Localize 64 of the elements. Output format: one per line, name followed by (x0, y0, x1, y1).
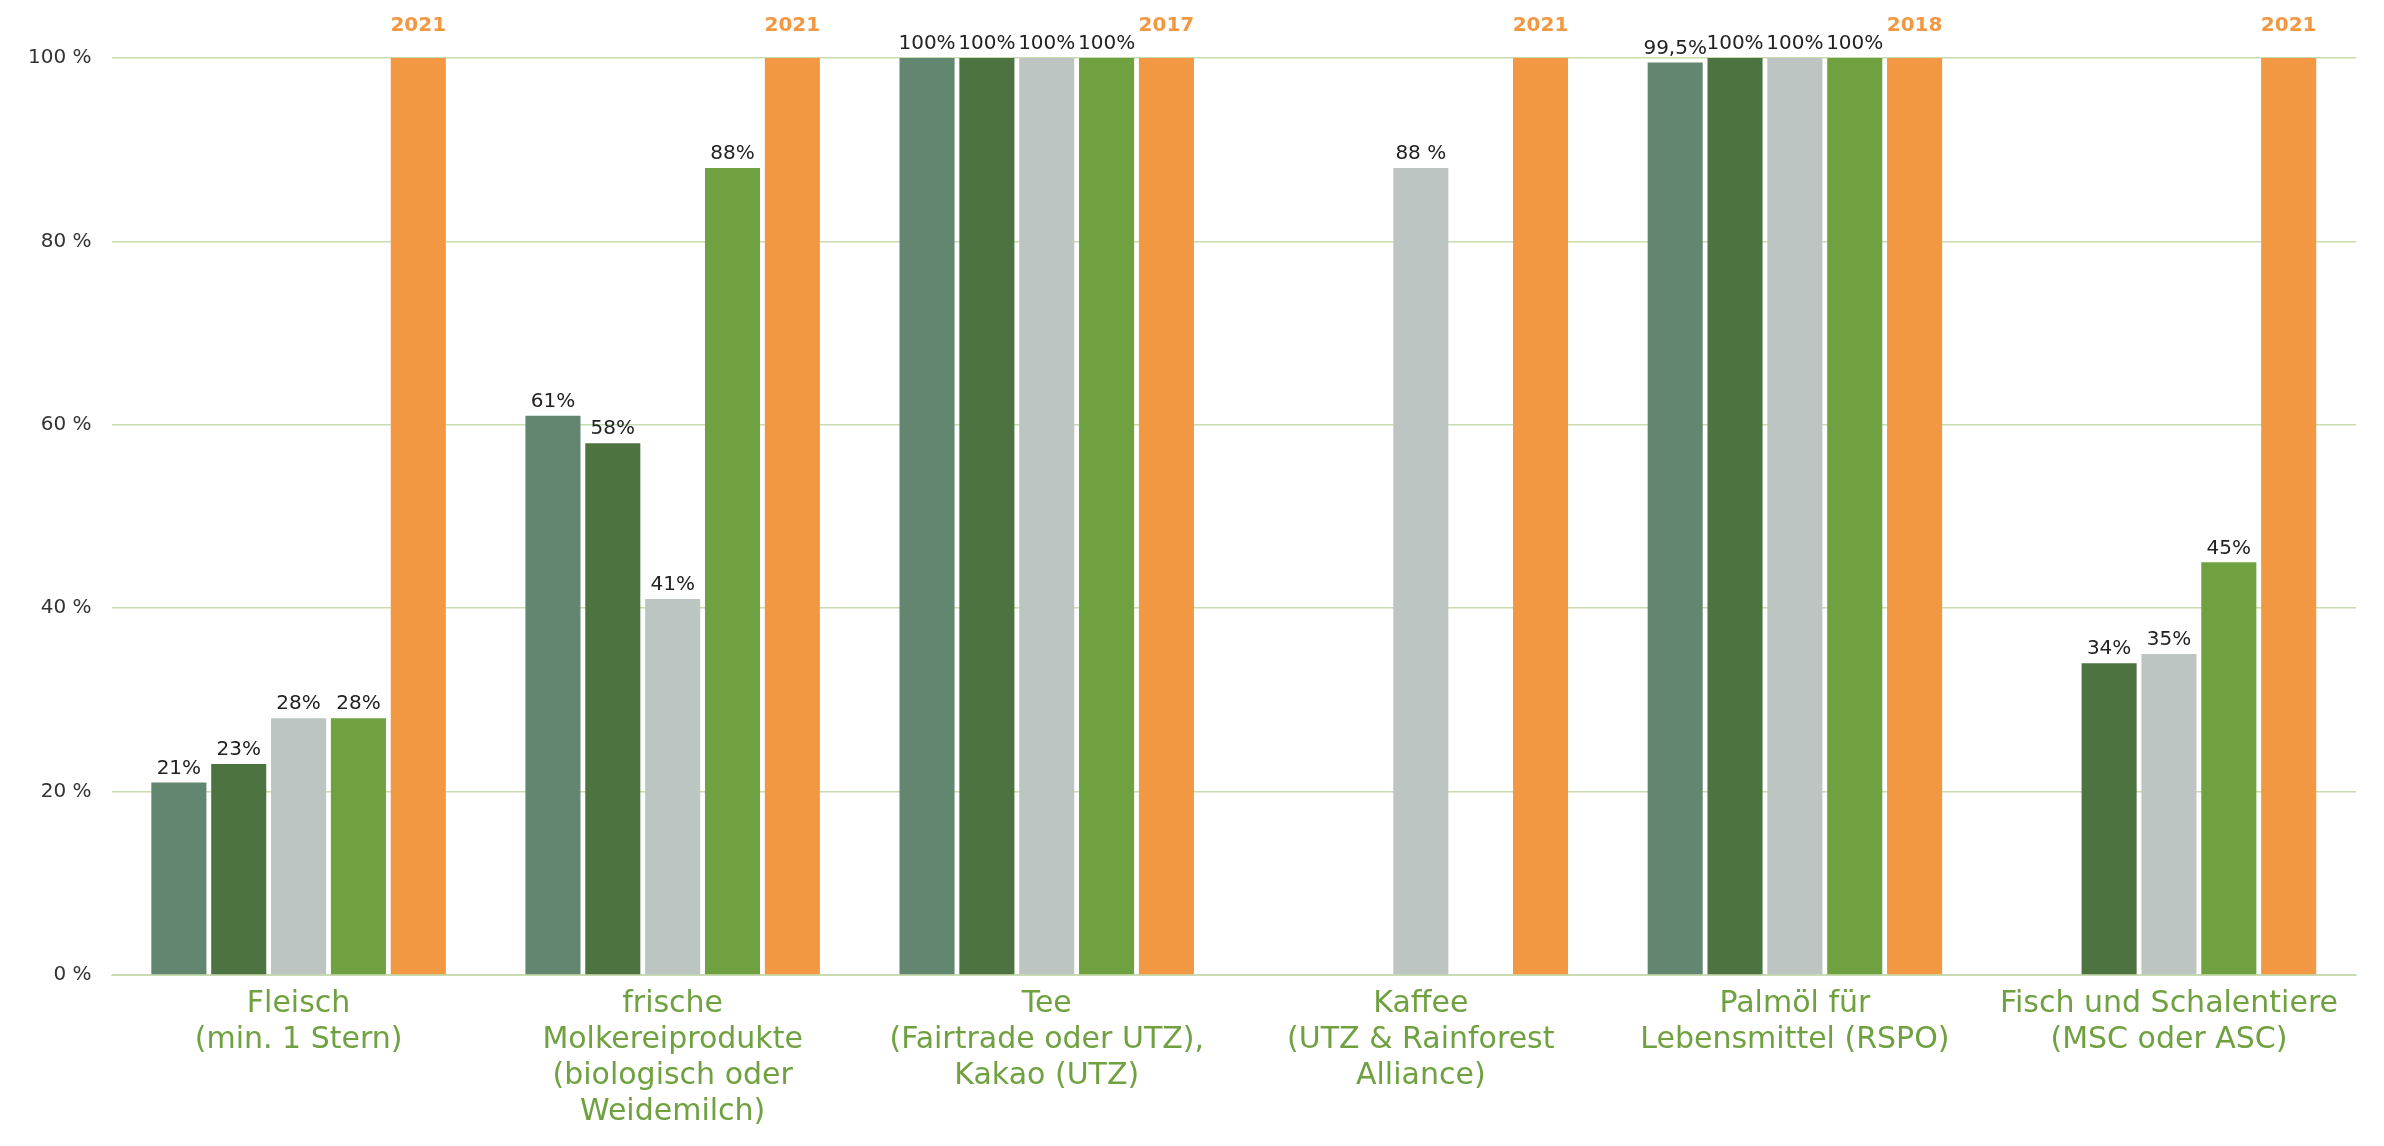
x-tick-label: Palmöl für Lebensmittel (RSPO) (1640, 983, 1950, 1055)
bar (1138, 58, 1194, 975)
y-tick-label: 40 % (40, 594, 92, 619)
x-tick-label: frische Molkereiprodukte (biologisch oder Weidemilch) (542, 983, 803, 1127)
data-label: 100% (1018, 30, 1076, 55)
y-tick-label: 60 % (40, 411, 92, 435)
y-tick-label: 0 % (53, 961, 92, 986)
data-label: 100% (1077, 30, 1136, 55)
data-label: 28% (336, 690, 381, 715)
data-label: 88 % (1395, 140, 1447, 165)
bar (1767, 58, 1823, 975)
data-label: 100% (1766, 30, 1824, 55)
bar (1707, 58, 1763, 975)
data-label: 28% (276, 690, 321, 715)
bar (271, 718, 327, 975)
bar (2141, 654, 2197, 975)
bar (390, 58, 446, 975)
bar (585, 443, 641, 975)
data-label: 34% (2086, 635, 2132, 660)
bar (704, 168, 761, 975)
data-label: 88% (710, 140, 755, 165)
bar (1647, 62, 1703, 975)
bar (1079, 58, 1135, 975)
data-label: 100% (1826, 30, 1884, 55)
text: 2021 (2260, 12, 2317, 37)
text: 2021 (764, 12, 821, 37)
bar (2081, 663, 2137, 975)
bar (151, 782, 207, 975)
x-tick-label: Kaffee (UTZ & Rainforest Alliance) (1287, 983, 1555, 1091)
bar (1393, 168, 1449, 975)
data-label: 100% (898, 30, 956, 55)
bar (1887, 58, 1943, 975)
text: 2021 (390, 12, 447, 37)
bar (764, 58, 820, 975)
data-label: 45% (2206, 534, 2252, 559)
bar (2201, 562, 2257, 975)
y-tick-label: 20 % (40, 777, 92, 802)
bar (525, 415, 581, 975)
text: 2017 (1138, 12, 1195, 37)
bar (211, 764, 267, 975)
bar (1827, 58, 1883, 975)
data-label: 21% (156, 754, 202, 779)
bar (899, 58, 955, 975)
y-tick-label: 80 % (40, 227, 92, 252)
data-label: 58% (590, 415, 636, 440)
text: 2021 (1512, 12, 1569, 37)
y-tick-label: 100 % (27, 44, 92, 69)
data-label: 23% (216, 736, 261, 761)
x-tick-label: Fleisch (min. 1 Stern) (194, 983, 403, 1055)
bar (959, 58, 1015, 975)
data-label: 41% (650, 571, 695, 596)
bar (330, 718, 386, 975)
data-label: 100% (958, 30, 1016, 55)
data-label: 99,5% (1643, 34, 1707, 59)
x-tick-label: Fisch und Schalentiere (MSC oder ASC) (1999, 983, 2339, 1055)
data-label: 35% (2146, 626, 2192, 651)
data-label: 100% (1706, 30, 1764, 55)
bar (1019, 58, 1075, 975)
data-label: 61% (530, 387, 576, 412)
text: 2018 (1886, 12, 1943, 37)
bar (2261, 58, 2317, 975)
bar (645, 599, 701, 975)
x-tick-label: Tee (Fairtrade oder UTZ), Kakao (UTZ) (889, 983, 1205, 1091)
bar (1512, 58, 1569, 975)
